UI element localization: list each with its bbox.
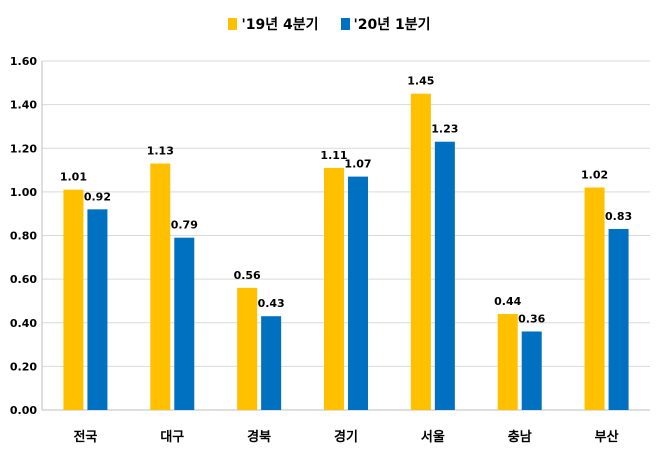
- legend-label-series-2: '20년 1분기: [353, 17, 431, 33]
- bar-series-2: [608, 228, 629, 410]
- data-label: 1.45: [407, 75, 434, 88]
- data-label: 1.13: [147, 145, 174, 158]
- x-category-label: 전국: [73, 429, 97, 445]
- data-label: 0.36: [518, 312, 545, 325]
- x-category-label: 경북: [247, 429, 271, 445]
- bar-series-1: [410, 93, 431, 410]
- y-tick-label: 0.40: [10, 317, 37, 330]
- bar-series-1: [63, 189, 84, 410]
- y-tick-label: 0.20: [10, 360, 37, 373]
- bar-series-1: [324, 167, 344, 410]
- data-label: 0.43: [258, 297, 285, 310]
- legend: '19년 4분기 '20년 1분기: [0, 14, 659, 34]
- x-category-label: 대구: [160, 430, 184, 445]
- legend-label-series-1: '19년 4분기: [241, 17, 319, 33]
- x-category-label: 충남: [508, 429, 532, 445]
- data-label: 0.79: [171, 219, 198, 232]
- bar-series-1: [584, 187, 605, 410]
- bar-series-2: [521, 331, 542, 410]
- bar-series-2: [434, 141, 455, 411]
- y-tick-label: 1.20: [10, 142, 37, 155]
- y-tick-label: 0.60: [10, 273, 37, 286]
- x-category-label: 서울: [421, 429, 445, 445]
- bar-series-1: [237, 287, 258, 410]
- y-tick-label: 1.00: [10, 186, 37, 199]
- legend-swatch-series-1: [228, 18, 238, 30]
- data-label: 0.56: [234, 269, 261, 282]
- legend-item-series-1: '19년 4분기: [228, 14, 319, 34]
- x-category-label: 경기: [334, 429, 358, 445]
- y-tick-label: 1.40: [10, 99, 37, 112]
- bar-series-2: [174, 237, 195, 410]
- data-label: 1.02: [581, 169, 608, 182]
- data-label: 1.11: [320, 149, 347, 162]
- data-label: 0.44: [494, 295, 521, 308]
- bar-series-1: [150, 163, 171, 410]
- y-tick-label: 0.80: [10, 230, 37, 243]
- bar-series-2: [348, 176, 368, 410]
- data-label: 0.83: [605, 210, 632, 223]
- data-label: 1.01: [60, 171, 87, 184]
- y-tick-label: 1.60: [10, 55, 37, 68]
- y-tick-label: 0.00: [10, 404, 37, 417]
- bar-series-2: [261, 316, 282, 410]
- data-label: 0.92: [84, 190, 111, 203]
- legend-swatch-series-2: [340, 18, 350, 30]
- data-label: 1.23: [431, 123, 458, 136]
- x-category-label: 부산: [595, 429, 619, 445]
- bar-series-1: [497, 314, 518, 410]
- data-label: 1.07: [344, 158, 371, 171]
- bar-series-2: [87, 209, 108, 410]
- legend-item-series-2: '20년 1분기: [340, 14, 431, 34]
